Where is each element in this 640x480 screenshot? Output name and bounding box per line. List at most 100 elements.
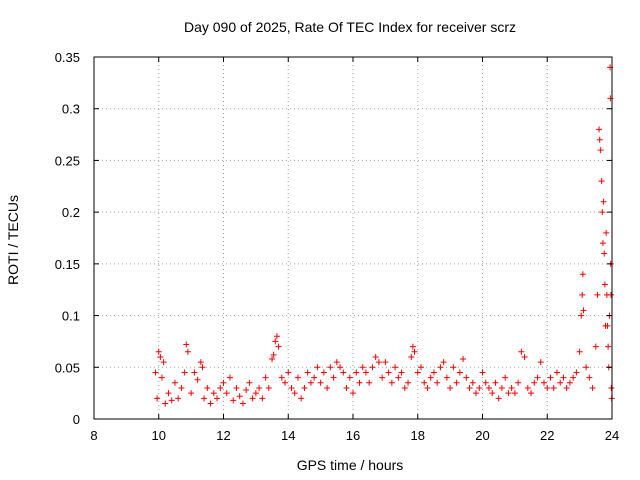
data-point [181, 369, 188, 376]
y-tick-label: 0.1 [62, 309, 80, 324]
data-point [579, 271, 586, 278]
data-point [262, 374, 269, 381]
data-point [596, 136, 603, 143]
data-point [528, 390, 535, 397]
data-point [580, 307, 587, 314]
data-point [566, 379, 573, 386]
data-point [288, 384, 295, 391]
data-point [194, 376, 201, 383]
data-point [434, 379, 441, 386]
data-point [450, 364, 457, 371]
data-point [601, 250, 608, 257]
data-point [600, 198, 607, 205]
data-point [188, 390, 195, 397]
data-point [327, 364, 334, 371]
data-point [278, 374, 285, 381]
data-point [304, 369, 311, 376]
x-tick-label: 22 [540, 428, 554, 443]
data-point [473, 390, 480, 397]
data-point [273, 333, 280, 340]
data-point [482, 379, 489, 386]
data-point [597, 147, 604, 154]
data-point [249, 395, 256, 402]
data-point [246, 379, 253, 386]
data-point [379, 374, 386, 381]
y-tick-label: 0.3 [62, 102, 80, 117]
data-point [521, 353, 528, 360]
data-point [294, 374, 301, 381]
data-point [353, 369, 360, 376]
data-point [226, 374, 233, 381]
data-point [592, 343, 599, 350]
data-point [524, 384, 531, 391]
data-point [239, 400, 246, 407]
data-point [265, 384, 272, 391]
data-point [586, 374, 593, 381]
data-point [479, 369, 486, 376]
x-tick-label: 14 [281, 428, 295, 443]
data-point [604, 322, 611, 329]
x-tick-label: 24 [605, 428, 619, 443]
data-point [220, 379, 227, 386]
data-point [178, 384, 185, 391]
data-point [570, 374, 577, 381]
data-point [405, 379, 412, 386]
data-point [275, 343, 282, 350]
data-point [553, 369, 560, 376]
data-point [223, 390, 230, 397]
data-point [511, 390, 518, 397]
data-point [414, 369, 421, 376]
data-point [573, 369, 580, 376]
y-tick-label: 0.2 [62, 205, 80, 220]
data-point [443, 374, 450, 381]
data-point [409, 343, 416, 350]
data-point [599, 240, 606, 247]
data-point [191, 369, 198, 376]
y-tick-label: 0.35 [55, 50, 80, 65]
data-point [583, 364, 590, 371]
data-point [346, 374, 353, 381]
data-point [356, 379, 363, 386]
data-point [362, 369, 369, 376]
x-tick-label: 8 [90, 428, 97, 443]
data-point [366, 379, 373, 386]
data-point [333, 359, 340, 366]
data-point [417, 364, 424, 371]
data-point [210, 390, 217, 397]
data-point [576, 348, 583, 355]
grid-layer [94, 57, 612, 419]
data-point [324, 384, 331, 391]
data-point [350, 390, 356, 397]
data-point [550, 384, 557, 391]
data-point [421, 379, 428, 386]
data-point [317, 379, 324, 386]
x-tick-label: 20 [475, 428, 489, 443]
data-point [375, 359, 382, 366]
data-point [408, 353, 415, 360]
data-point [395, 374, 402, 381]
data-point [508, 384, 515, 391]
data-point [175, 395, 182, 402]
data-point [518, 348, 525, 355]
data-point [531, 379, 538, 386]
data-point [485, 384, 492, 391]
data-point [541, 379, 548, 386]
tick-layer: 8 10 12 14 16 18 20 22 24 0 0.05 0.1 0.15 0.2 0.25 0.3 0… [55, 50, 620, 443]
data-point [162, 400, 169, 407]
data-point [157, 353, 164, 360]
data-point [515, 379, 522, 386]
data-point [456, 369, 463, 376]
data-point [184, 348, 191, 355]
data-point [207, 400, 214, 407]
data-point [440, 359, 447, 366]
data-point [236, 393, 243, 400]
data-point [469, 379, 476, 386]
data-point [154, 395, 161, 402]
data-point [337, 364, 344, 371]
data-point [460, 356, 467, 363]
data-point [430, 369, 437, 376]
y-tick-label: 0.25 [55, 153, 80, 168]
data-point [534, 374, 541, 381]
y-tick-label: 0.15 [55, 257, 80, 272]
